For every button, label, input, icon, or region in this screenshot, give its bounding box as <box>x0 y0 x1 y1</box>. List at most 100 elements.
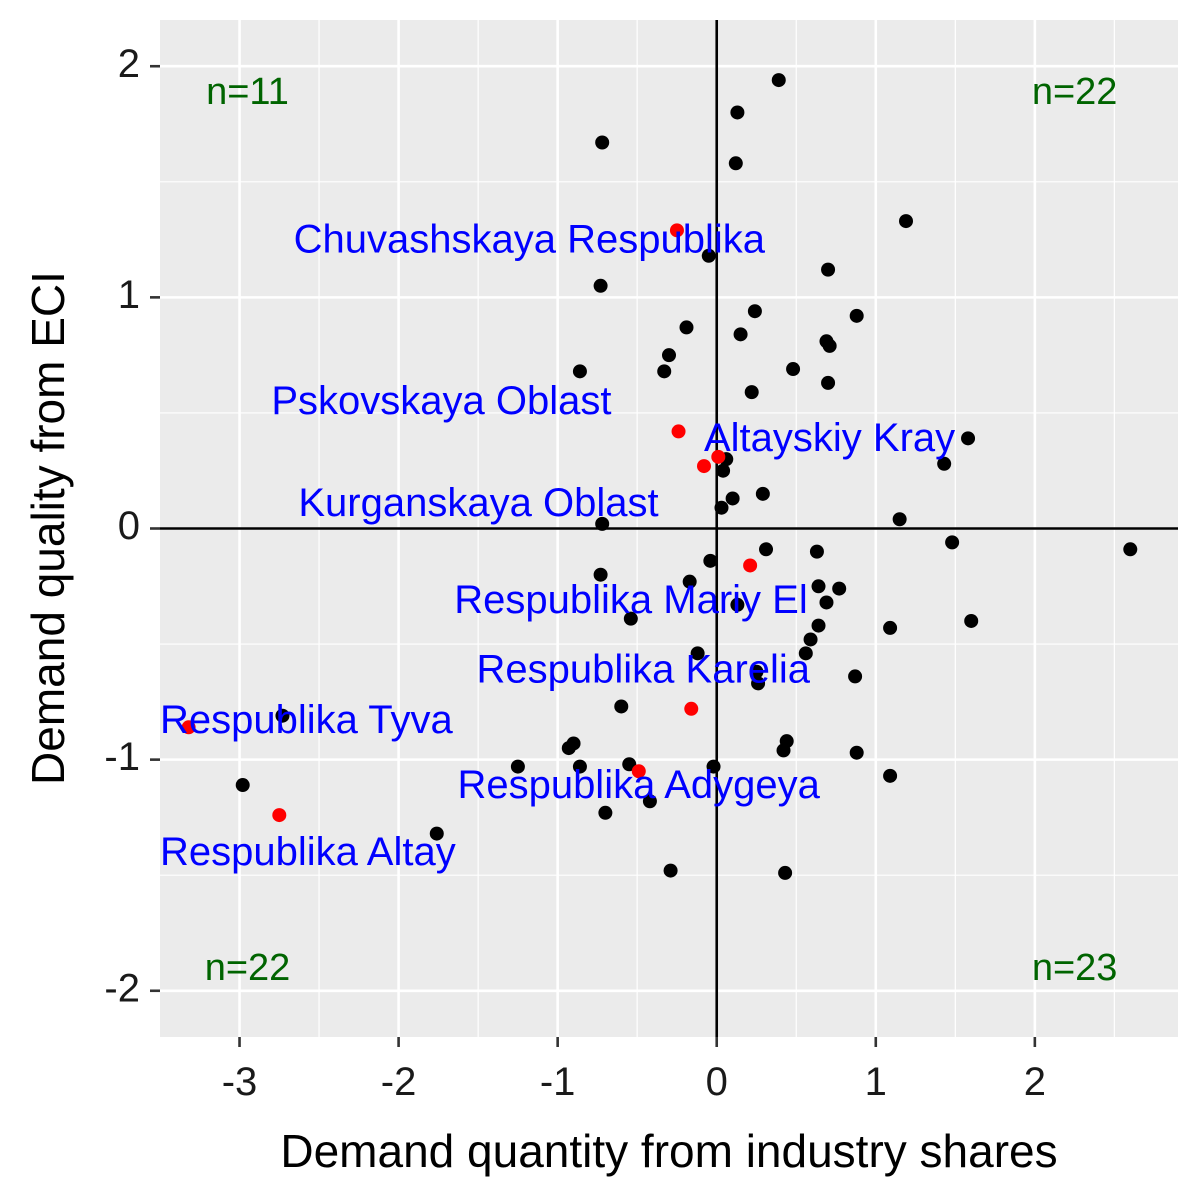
data-point <box>832 581 847 596</box>
data-point <box>759 542 774 557</box>
highlighted-point <box>711 449 726 464</box>
x-tick-label: 2 <box>1024 1060 1046 1104</box>
data-point <box>883 620 898 635</box>
y-tick-label: 2 <box>118 42 140 86</box>
y-tick-label: 1 <box>118 273 140 317</box>
highlighted-point <box>671 424 686 439</box>
data-point <box>572 759 587 774</box>
x-axis: -3 -2 -1 0 1 2 <box>222 1037 1046 1104</box>
x-tick-label: -1 <box>540 1060 576 1104</box>
data-point <box>771 73 786 88</box>
data-point <box>786 362 801 377</box>
data-point <box>657 364 672 379</box>
data-point <box>755 486 770 501</box>
highlighted-point <box>743 558 758 573</box>
data-point <box>598 805 613 820</box>
points-regular <box>235 73 1138 880</box>
region-annotations: Chuvashskaya Respublika Pskovskaya Oblast… <box>160 217 955 874</box>
y-axis-title: Demand quality from ECI <box>22 271 74 785</box>
data-point <box>662 348 676 363</box>
region-label: Kurganskaya Oblast <box>298 481 658 525</box>
data-point <box>883 768 898 783</box>
data-point <box>803 632 818 647</box>
data-point <box>733 327 748 342</box>
y-axis: -2 -1 0 1 2 <box>104 42 160 1010</box>
highlighted-point <box>684 701 699 716</box>
data-point <box>964 613 979 628</box>
quadrant-count: n=22 <box>205 947 291 989</box>
highlighted-point <box>272 808 287 823</box>
highlighted-point <box>181 720 196 735</box>
data-point <box>706 759 721 774</box>
data-point <box>429 826 444 841</box>
data-point <box>819 595 834 610</box>
data-point <box>822 338 837 353</box>
x-tick-label: -2 <box>381 1060 417 1104</box>
data-point <box>811 579 826 594</box>
data-point <box>701 248 716 263</box>
data-point <box>811 618 826 633</box>
x-tick-label: 0 <box>706 1060 728 1104</box>
points-highlighted <box>181 223 758 823</box>
highlighted-point <box>696 459 711 474</box>
data-point <box>728 156 743 171</box>
data-point <box>642 794 657 809</box>
data-point <box>821 375 836 390</box>
data-point <box>561 741 576 756</box>
x-tick-label: -3 <box>222 1060 258 1104</box>
x-axis-title: Demand quantity from industry shares <box>280 1125 1057 1177</box>
data-point <box>730 105 745 120</box>
data-point <box>593 567 608 582</box>
data-point <box>945 535 960 550</box>
data-point <box>595 516 610 531</box>
region-label: Respublika Adygeya <box>457 763 820 807</box>
data-point <box>899 214 914 229</box>
data-point <box>614 699 629 714</box>
data-point <box>1123 542 1138 557</box>
quadrant-count: n=11 <box>206 71 289 113</box>
region-label: Respublika Mariy El <box>454 578 807 622</box>
data-point <box>595 135 610 150</box>
y-tick-label: -2 <box>104 966 140 1010</box>
data-point <box>716 463 731 478</box>
region-label: Chuvashskaya Respublika <box>294 217 766 261</box>
quadrant-count: n=22 <box>1032 71 1118 113</box>
data-point <box>809 544 824 559</box>
y-tick-label: -1 <box>104 735 140 779</box>
data-point <box>623 611 638 626</box>
data-point <box>572 364 587 379</box>
data-point <box>235 778 250 793</box>
data-point <box>778 865 793 880</box>
data-point <box>821 262 836 277</box>
data-point <box>725 491 740 506</box>
data-point <box>937 456 952 471</box>
reference-lines <box>160 20 1178 1037</box>
data-point <box>749 664 764 679</box>
data-point <box>848 669 863 684</box>
x-tick-label: 1 <box>865 1060 887 1104</box>
data-point <box>751 676 766 691</box>
data-point <box>593 278 608 293</box>
data-point <box>703 553 718 568</box>
data-point <box>275 708 290 723</box>
highlighted-point <box>631 764 646 779</box>
data-point <box>679 320 694 335</box>
data-point <box>849 745 864 760</box>
highlighted-point <box>669 223 684 238</box>
data-point <box>747 304 762 319</box>
data-point <box>798 646 813 661</box>
data-point <box>682 574 697 589</box>
data-point <box>730 597 745 612</box>
data-point <box>961 431 976 446</box>
data-point <box>510 759 525 774</box>
region-label: Pskovskaya Oblast <box>271 379 611 423</box>
data-point <box>714 500 729 515</box>
quadrant-count: n=23 <box>1032 947 1118 989</box>
quadrant-counts: n=11 n=22 n=22 n=23 <box>205 71 1118 989</box>
data-point <box>690 646 705 661</box>
data-point <box>849 308 864 323</box>
region-label: Respublika Altay <box>160 830 456 874</box>
data-point <box>892 512 907 527</box>
data-point <box>744 385 759 400</box>
